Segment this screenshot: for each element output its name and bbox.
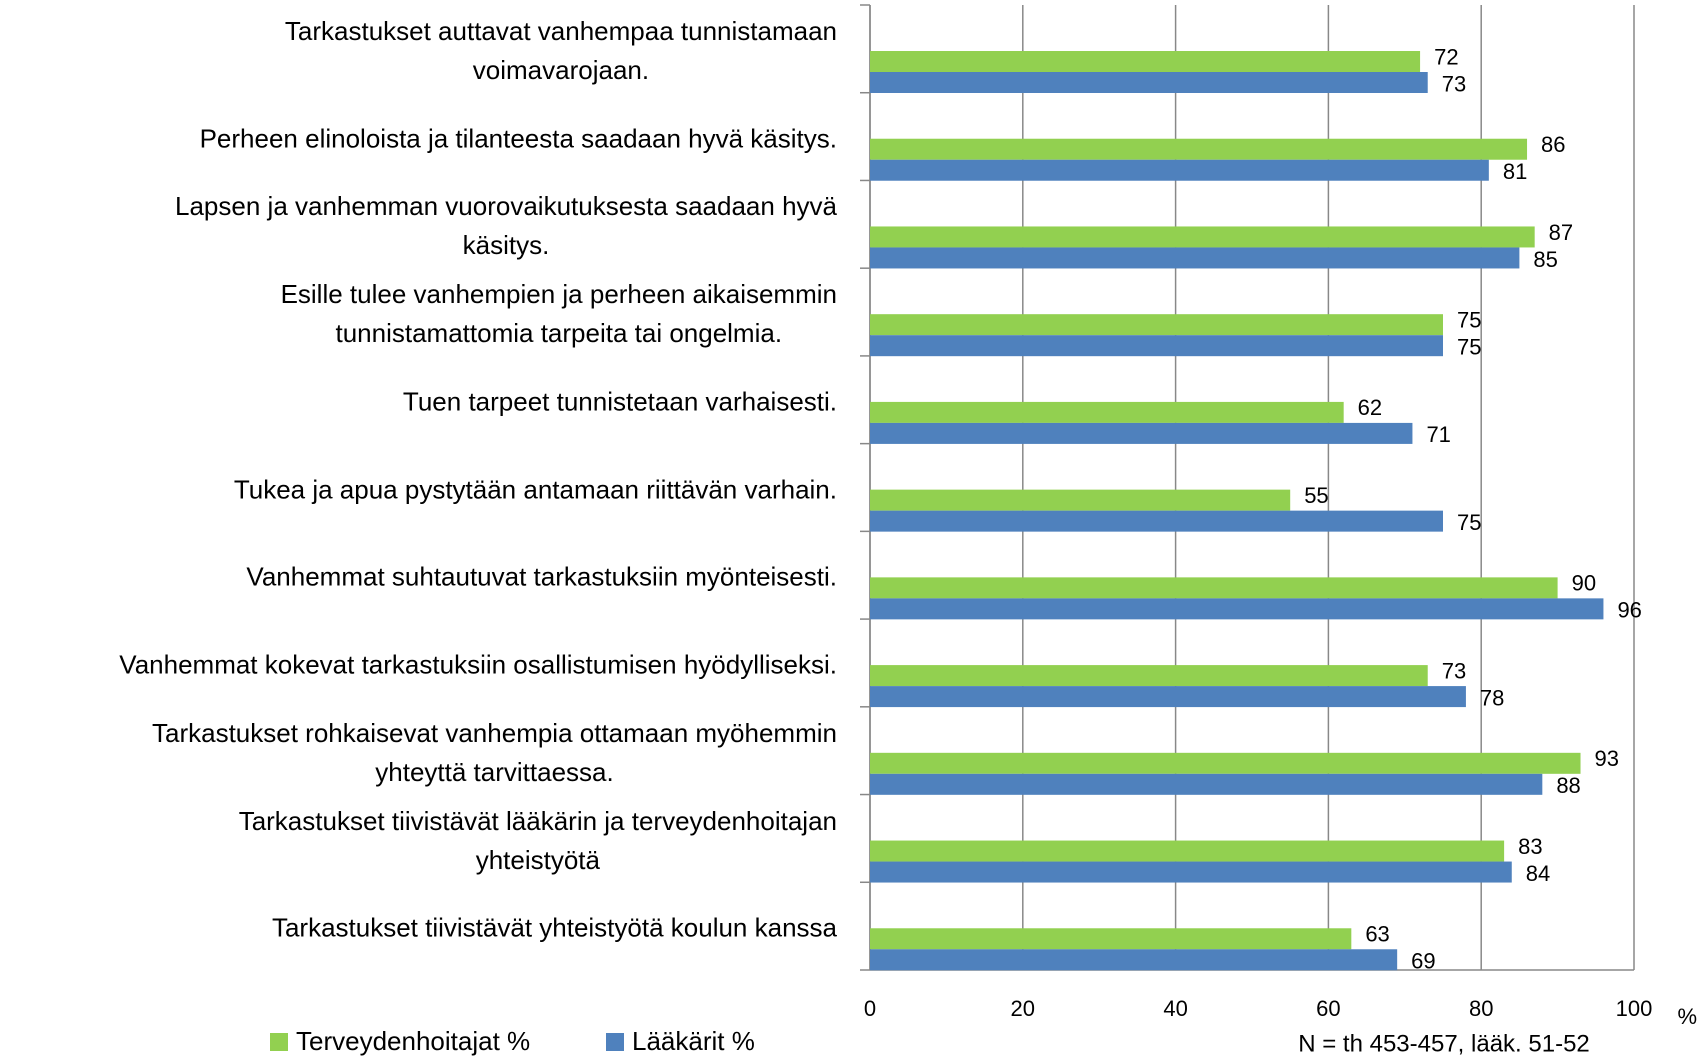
bar bbox=[870, 422, 1413, 444]
bar bbox=[870, 138, 1528, 160]
category-label: Tarkastukset tiivistävät yhteistyötä kou… bbox=[271, 912, 837, 943]
data-label: 62 bbox=[1358, 395, 1382, 420]
x-tick-label: 40 bbox=[1163, 996, 1187, 1021]
legend-swatch bbox=[270, 1033, 288, 1051]
bar bbox=[870, 314, 1443, 336]
category-label: Lapsen ja vanhemman vuorovaikutuksesta s… bbox=[175, 191, 837, 261]
data-label: 85 bbox=[1533, 247, 1557, 272]
note: N = th 453-457, lääk. 51-52 bbox=[1298, 1030, 1590, 1057]
bar bbox=[870, 72, 1428, 93]
bar bbox=[870, 686, 1466, 708]
x-axis-label: % bbox=[1677, 1004, 1697, 1029]
bar bbox=[870, 949, 1398, 971]
bar bbox=[870, 861, 1512, 883]
data-label: 71 bbox=[1426, 422, 1450, 447]
bar bbox=[870, 401, 1344, 423]
bar bbox=[870, 598, 1604, 620]
category-label: Tukea ja apua pystytään antamaan riittäv… bbox=[233, 474, 837, 505]
data-label: 96 bbox=[1617, 598, 1641, 623]
x-tick-label: 80 bbox=[1469, 996, 1493, 1021]
category-label: Vanhemmat suhtautuvat tarkastuksiin myön… bbox=[246, 561, 837, 592]
data-label: 93 bbox=[1595, 746, 1619, 771]
data-label: 83 bbox=[1518, 834, 1542, 859]
bar bbox=[870, 840, 1505, 862]
bar bbox=[870, 665, 1428, 687]
x-tick-label: 20 bbox=[1011, 996, 1035, 1021]
bar bbox=[870, 928, 1352, 950]
data-label: 88 bbox=[1556, 773, 1580, 798]
bar bbox=[870, 247, 1520, 269]
category-label: Perheen elinoloista ja tilanteesta saada… bbox=[199, 123, 837, 154]
bar bbox=[870, 773, 1543, 795]
data-label: 73 bbox=[1442, 71, 1466, 96]
category-label: Tarkastukset rohkaisevat vanhempia ottam… bbox=[152, 717, 837, 787]
data-label: 86 bbox=[1541, 132, 1565, 157]
data-label: 75 bbox=[1457, 334, 1481, 359]
data-label: 81 bbox=[1503, 159, 1527, 184]
legend-label: Lääkärit % bbox=[632, 1026, 755, 1056]
bar bbox=[870, 510, 1443, 532]
category-label: Vanhemmat kokevat tarkastuksiin osallist… bbox=[119, 649, 837, 680]
data-label: 75 bbox=[1457, 307, 1481, 332]
category-label: Tarkastukset auttavat vanhempaa tunnista… bbox=[284, 16, 837, 85]
data-label: 63 bbox=[1365, 922, 1389, 947]
x-tick-label: 100 bbox=[1616, 996, 1653, 1021]
data-label: 72 bbox=[1434, 44, 1458, 69]
category-label: Tarkastukset tiivistävät lääkärin ja ter… bbox=[238, 805, 837, 875]
x-tick-label: 0 bbox=[864, 996, 876, 1021]
bar bbox=[870, 51, 1421, 72]
data-label: 90 bbox=[1572, 571, 1596, 596]
bar bbox=[870, 226, 1535, 248]
bar bbox=[870, 335, 1443, 357]
legend-swatch bbox=[606, 1033, 624, 1051]
bar bbox=[870, 577, 1558, 599]
data-label: 84 bbox=[1526, 861, 1550, 886]
data-label: 78 bbox=[1480, 685, 1504, 710]
bar bbox=[870, 752, 1581, 774]
data-label: 55 bbox=[1304, 483, 1328, 508]
bar bbox=[870, 489, 1291, 511]
category-label: Tuen tarpeet tunnistetaan varhaisesti. bbox=[402, 386, 837, 417]
data-label: 69 bbox=[1411, 949, 1435, 974]
bar bbox=[870, 159, 1489, 181]
legend-label: Terveydenhoitajat % bbox=[296, 1026, 530, 1056]
data-label: 73 bbox=[1442, 658, 1466, 683]
data-label: 75 bbox=[1457, 510, 1481, 535]
data-label: 87 bbox=[1549, 220, 1573, 245]
category-label: Esille tulee vanhempien ja perheen aikai… bbox=[280, 279, 837, 349]
x-tick-label: 60 bbox=[1316, 996, 1340, 1021]
